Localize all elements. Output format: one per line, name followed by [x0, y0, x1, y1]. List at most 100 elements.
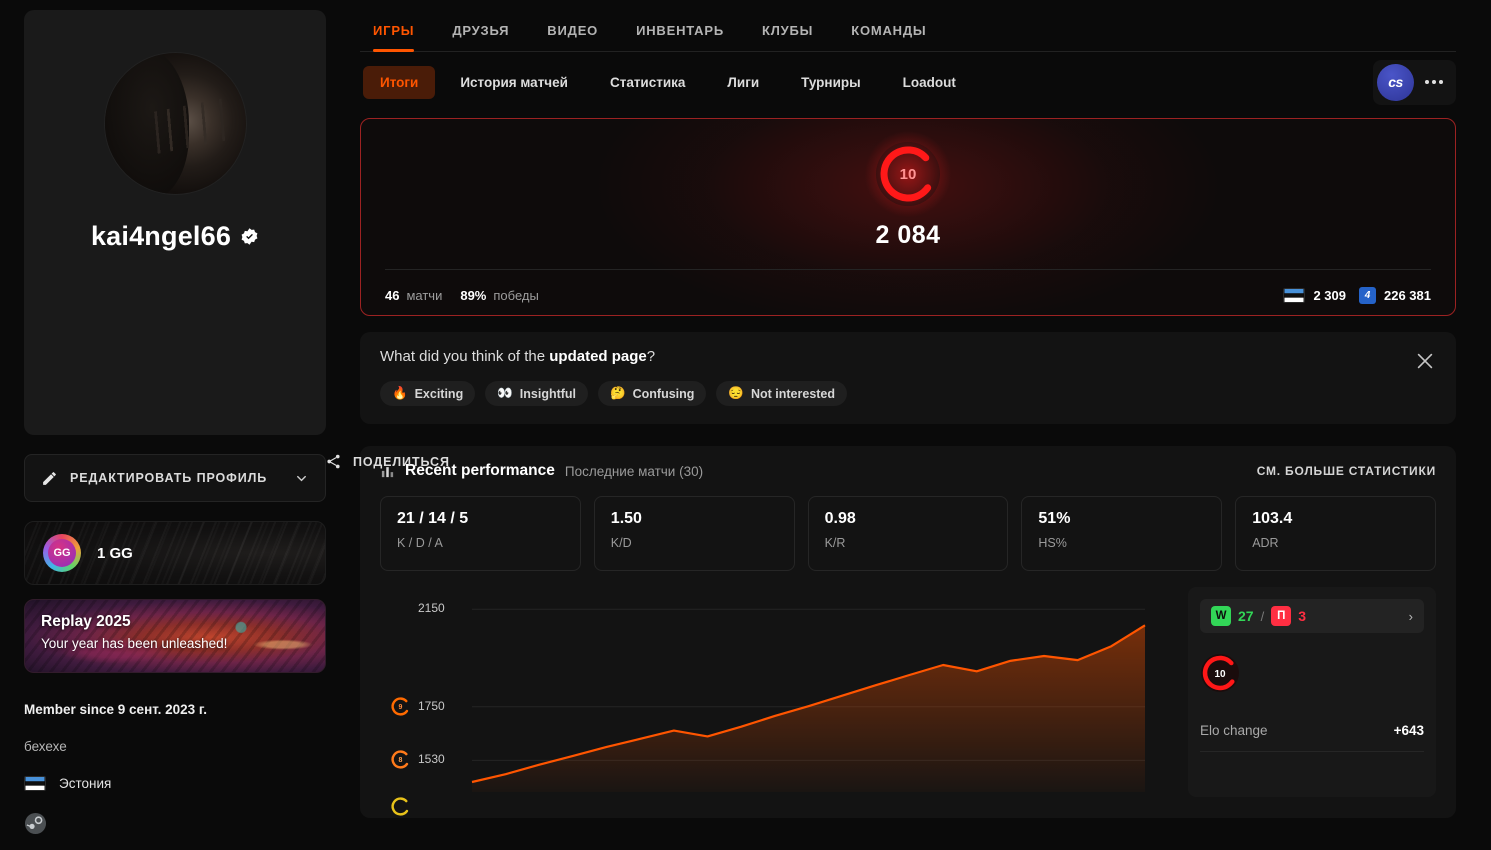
feedback-question: What did you think of the updated page? — [380, 348, 1436, 365]
feedback-question-suffix: ? — [646, 348, 656, 365]
stat-label: HS% — [1038, 536, 1067, 550]
stat-kd: 1.50 K/D — [593, 496, 795, 571]
tab-statistics[interactable]: Статистика — [609, 74, 686, 90]
nav-item-video[interactable]: ВИДЕО — [547, 23, 599, 38]
eyes-emoji-icon: 👀 — [497, 386, 513, 400]
mini-level-badge-icon: 10 — [1201, 654, 1239, 692]
chevron-down-icon — [297, 475, 306, 481]
losses-count: 3 — [1298, 608, 1306, 624]
edit-profile-button[interactable]: РЕДАКТИРОВАТЬ ПРОФИЛЬ — [24, 454, 326, 502]
rankings: 2 309 4 226 381 — [1283, 287, 1431, 304]
more-options-icon[interactable] — [1418, 66, 1450, 98]
edit-profile-label: РЕДАКТИРОВАТЬ ПРОФИЛЬ — [70, 471, 268, 485]
hero-footer: 46 матчи 89% победы 2 309 — [385, 287, 1431, 304]
promo-banner-gg[interactable]: GG 1 GG — [24, 521, 326, 585]
match-summary-panel: W 27 / П 3 › 10 Elo change +643 — [1188, 587, 1436, 797]
nav-item-games[interactable]: ИГРЫ — [373, 23, 415, 52]
close-icon[interactable] — [1414, 350, 1436, 372]
win-tag-icon: W — [1211, 606, 1231, 626]
elo-change-row: Elo change +643 — [1200, 723, 1424, 752]
gg-badge-icon: GG — [43, 534, 81, 572]
country-ranking[interactable]: 2 309 — [1283, 288, 1346, 303]
tab-overview[interactable]: Итоги — [363, 65, 436, 99]
feedback-chips: 🔥 Exciting 👀 Insightful 🤔 Confusing 😔 No… — [380, 381, 1436, 406]
steam-icon[interactable] — [24, 812, 47, 835]
estonia-flag-icon — [24, 776, 46, 791]
elo-chart[interactable]: 2150 1750 1530 9 8 — [380, 587, 1174, 816]
bar-chart-icon — [381, 466, 394, 477]
tab-leagues[interactable]: Лиги — [727, 74, 760, 90]
elo-value: 2 084 — [875, 221, 941, 249]
see-more-stats-link[interactable]: СМ. БОЛЬШЕ СТАТИСТИКИ — [1256, 464, 1436, 478]
feedback-chip-insightful[interactable]: 👀 Insightful — [485, 381, 589, 406]
win-loss-selector[interactable]: W 27 / П 3 › — [1200, 599, 1424, 633]
stat-hs: 51% HS% — [1021, 496, 1223, 571]
mini-level-number: 10 — [1214, 669, 1226, 680]
winrate-stat: 89% победы — [460, 288, 538, 303]
country-label: Эстония — [59, 776, 112, 791]
cs2-game-icon[interactable]: cs — [1377, 63, 1414, 101]
elo-change-value: +643 — [1393, 723, 1424, 738]
username-row: kai4ngel66 — [91, 221, 259, 252]
feedback-chip-exciting[interactable]: 🔥 Exciting — [380, 381, 476, 406]
level-badge: 10 — [863, 129, 953, 219]
stat-value: 103.4 — [1252, 510, 1293, 527]
matches-label: матчи — [406, 288, 443, 303]
stat-value: 1.50 — [610, 510, 642, 527]
level-9-badge-icon: 9 — [391, 697, 410, 716]
nav-item-clubs[interactable]: КЛУБЫ — [761, 23, 814, 38]
primary-nav: ИГРЫ ДРУЗЬЯ ВИДЕО ИНВЕНТАРЬ КЛУБЫ КОМАНД… — [360, 0, 1456, 52]
sad-emoji-icon: 😔 — [728, 386, 744, 400]
stat-kr: 0.98 K/R — [807, 496, 1009, 571]
promo-replay-title: Replay 2025 — [41, 613, 131, 630]
tab-loadout[interactable]: Loadout — [902, 74, 956, 90]
performance-title: Recent performance — [405, 462, 555, 479]
y-tick-2150: 2150 — [418, 601, 445, 616]
stat-label: K/D — [610, 536, 632, 550]
main-content: ИГРЫ ДРУЗЬЯ ВИДЕО ИНВЕНТАРЬ КЛУБЫ КОМАНД… — [327, 0, 1491, 850]
country-rank-value: 2 309 — [1313, 288, 1346, 303]
tab-match-history[interactable]: История матчей — [460, 74, 568, 90]
tab-tournaments[interactable]: Турниры — [801, 74, 861, 90]
feedback-chip-not-interested[interactable]: 😔 Not interested — [716, 381, 848, 406]
region-ranking[interactable]: 4 226 381 — [1359, 287, 1431, 304]
chip-label: Confusing — [632, 386, 695, 401]
chevron-right-icon: › — [1408, 608, 1413, 624]
pencil-icon — [43, 471, 56, 485]
promo-banner-replay[interactable]: Replay 2025 Your year has been unleashed… — [24, 599, 326, 673]
chip-label: Not interested — [750, 386, 836, 401]
subnav-right-controls: cs — [1373, 59, 1456, 105]
region-rank-value: 226 381 — [1384, 288, 1431, 303]
nav-item-friends[interactable]: ДРУЗЬЯ — [452, 23, 510, 38]
level-glow — [863, 129, 953, 219]
wins-count: 27 — [1238, 608, 1254, 624]
share-button[interactable]: ПОДЕЛИТЬСЯ — [325, 453, 450, 470]
stat-label: K / D / A — [397, 536, 443, 550]
fire-emoji-icon: 🔥 — [392, 386, 408, 400]
stat-value: 21 / 14 / 5 — [397, 510, 469, 527]
avatar[interactable] — [103, 52, 247, 195]
chip-label: Insightful — [519, 386, 577, 401]
estonia-flag-icon — [1283, 288, 1306, 303]
y-tick-1750: 1750 — [418, 698, 445, 713]
winrate-value: 89% — [460, 288, 487, 303]
performance-header: Recent performance Последние матчи (30) … — [380, 462, 1436, 480]
feedback-question-prefix: What did you think of the — [380, 348, 550, 365]
matches-value: 46 — [385, 288, 400, 303]
promo-gg-title: 1 GG — [97, 544, 133, 562]
nav-item-inventory[interactable]: ИНВЕНТАРЬ — [636, 23, 724, 38]
hero-divider — [385, 269, 1431, 270]
y-tick-1530: 1530 — [418, 752, 445, 767]
nav-item-teams[interactable]: КОМАНДЫ — [851, 23, 927, 38]
stat-label: ADR — [1252, 536, 1279, 550]
stat-label: K/R — [824, 536, 846, 550]
stat-value: 0.98 — [824, 510, 856, 527]
verified-badge-icon — [241, 228, 258, 245]
feedback-chip-confusing[interactable]: 🤔 Confusing — [598, 381, 707, 406]
stats-row: 21 / 14 / 5 K / D / A 1.50 K/D 0.98 K/R … — [380, 496, 1436, 571]
recent-performance-card: Recent performance Последние матчи (30) … — [360, 446, 1456, 818]
stat-kda: 21 / 14 / 5 K / D / A — [380, 496, 581, 571]
hero-center: 10 2 084 — [361, 119, 1455, 250]
profile-bio: бехехе — [24, 739, 67, 754]
